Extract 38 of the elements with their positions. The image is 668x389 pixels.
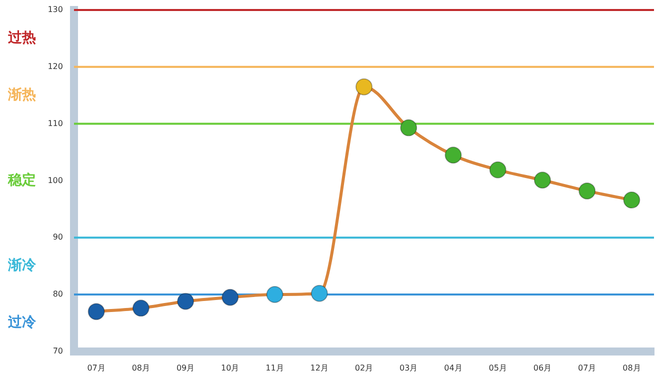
point (310, 284, 328, 302)
x-tick-label: 02月 (354, 363, 374, 372)
x-tick-label: 07月 (578, 363, 596, 372)
y-tick-label: 110 (48, 118, 63, 128)
point (356, 78, 372, 96)
text: 稳定 (7, 171, 36, 188)
point (88, 303, 105, 320)
x-tick-label: 12月 (310, 363, 328, 372)
point (489, 161, 506, 178)
y-tick-label: 80 (52, 290, 63, 299)
x-tick-label: 06月 (533, 363, 552, 372)
x-tick-label: 10月 (221, 363, 240, 372)
text: 过冷 (7, 314, 37, 331)
x-tick-label: 07月 (87, 363, 106, 372)
x-tick-label: 08月 (132, 363, 150, 372)
y-tick-label: 120 (48, 62, 63, 71)
point (266, 286, 284, 303)
x-tick-label: 09月 (176, 363, 195, 372)
point (444, 146, 462, 164)
point (400, 119, 418, 136)
y-tick-label: 70 (52, 346, 63, 356)
x-tick-label: 08月 (622, 363, 641, 372)
x-tick-label: 11月 (266, 363, 284, 372)
text: 过热 (7, 30, 36, 46)
point (578, 182, 596, 200)
point (177, 292, 194, 310)
x-tick-label: 05月 (488, 363, 507, 372)
y-tick-label: 100 (48, 176, 63, 185)
y-tick-label: 130 (48, 5, 63, 14)
text: 渐热 (7, 86, 36, 103)
y-tick-label: 90 (52, 232, 63, 242)
text: 渐冷 (7, 258, 37, 274)
x-tick-label: 03月 (400, 363, 418, 372)
point (534, 172, 551, 189)
point (222, 288, 239, 306)
point (132, 300, 150, 317)
point (623, 192, 640, 209)
x-tick-label: 04月 (444, 363, 462, 372)
